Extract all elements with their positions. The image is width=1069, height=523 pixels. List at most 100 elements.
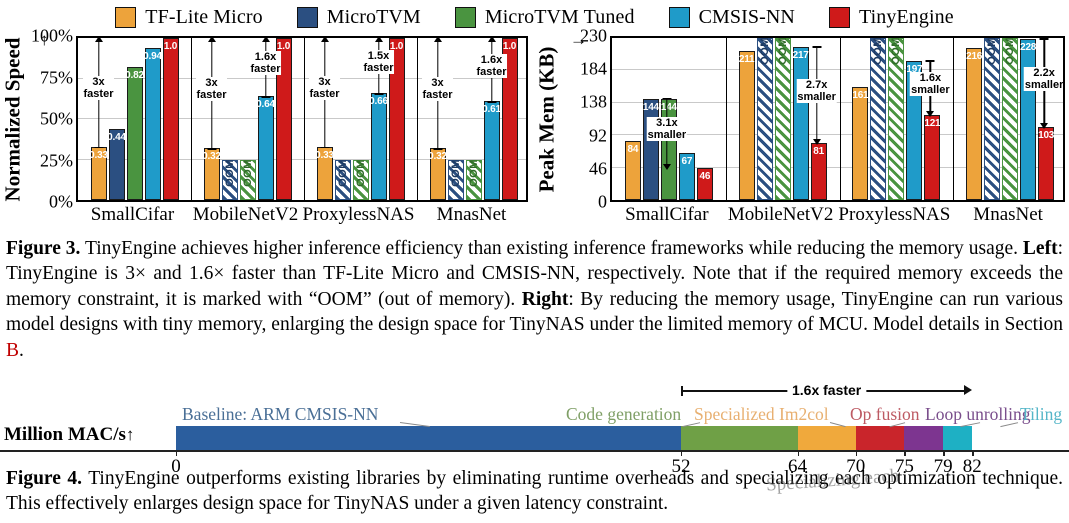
bar-group-proxylessnas: 0.33 OOM OOM 0.66 1.0	[304, 38, 417, 200]
gridline	[612, 134, 1063, 136]
bar-cmsis-nn[interactable]: 0.94	[143, 47, 162, 200]
bar-value-label: 1.0	[163, 41, 178, 52]
bar-tf-lite-micro[interactable]: 0.33	[315, 146, 334, 200]
annotation-endcap	[680, 386, 683, 396]
annotation-3x-faster: 3x faster	[285, 38, 365, 149]
annotation-line-1: 1.6x	[480, 53, 503, 66]
bar-tf-lite-micro[interactable]: 0.32	[428, 148, 447, 200]
bar-microtvm[interactable]: OOM	[756, 37, 773, 200]
bar-tinyengine[interactable]: 1.0	[275, 38, 292, 200]
peak-memory-chart: Peak Mem (KB) → 0 46 92 138 184 230 84 144 144 67 46…	[534, 26, 1069, 225]
gridline	[612, 166, 1063, 168]
annotation-arrowhead-icon	[964, 385, 973, 395]
x-tick-label-52: 52	[671, 456, 691, 477]
normalized-speed-y-tick-labels: 0% 25% 50% 75% 100%	[24, 26, 76, 212]
bar-tf-lite-micro[interactable]: 211	[738, 51, 755, 200]
y-tick-label: 184	[580, 58, 607, 79]
bar-value-label: 103	[1038, 130, 1055, 142]
bar-tinyengine[interactable]: 1.0	[501, 38, 518, 200]
bar-microtvm[interactable]: OOM	[221, 159, 238, 200]
y-tick-label: 0	[598, 191, 607, 212]
segment-specialized-im2col[interactable]	[797, 426, 856, 450]
annotation-text: 1.6x faster	[786, 382, 867, 398]
segment-op-fusion[interactable]	[855, 426, 905, 450]
bar-tf-lite-micro[interactable]: 216	[966, 47, 982, 200]
bar-microtvm[interactable]: OOM	[334, 159, 351, 200]
bar-cmsis-nn[interactable]: 0.64	[256, 96, 275, 200]
bar-tf-lite-micro[interactable]: 161	[852, 86, 869, 200]
bar-tf-lite-micro[interactable]: 84	[624, 140, 641, 200]
up-arrow-icon: ↑	[125, 425, 135, 444]
bar-cmsis-nn[interactable]: 67	[678, 152, 695, 200]
gridline	[612, 101, 1063, 103]
peak-memory-plot-area: 84 144 144 67 46 211 OOM OOM 217 81 161 OOM OOM 197 12…	[610, 36, 1065, 202]
bar-microtvm-tuned[interactable]: OOM	[774, 38, 791, 200]
normalized-speed-axis-title: Normalized Speed	[0, 30, 26, 208]
segment-loop-unrolling[interactable]	[904, 426, 944, 450]
section-reference-link[interactable]: B	[6, 339, 20, 361]
bar-value-label: OOM	[758, 37, 771, 65]
bar-tinyengine[interactable]: 1.0	[388, 38, 405, 200]
annotation-arrowhead-icon	[261, 38, 270, 42]
bar-microtvm[interactable]: OOM	[870, 38, 887, 200]
bar-tinyengine[interactable]: 103	[1038, 127, 1054, 200]
gridline	[78, 158, 526, 160]
bar-tinyengine[interactable]: 81	[810, 142, 827, 200]
bar-group-mnasnet: 0.32 OOM OOM 0.61 1.0	[417, 38, 526, 200]
chart-legend: TF-Lite Micro MicroTVM MicroTVM Tuned CMSIS…	[0, 2, 1069, 32]
legend-swatch-icon	[668, 6, 690, 28]
legend-label: MicroTVM	[326, 5, 421, 28]
annotation-endcap	[662, 97, 672, 100]
bar-microtvm-tuned[interactable]: OOM	[352, 159, 369, 200]
bar-value-label: OOM	[986, 37, 999, 65]
peak-memory-y-tick-labels: 0 46 92 138 184 230	[554, 26, 610, 212]
figure-3-text-a: TinyEngine achieves higher inference eff…	[80, 238, 1023, 259]
bar-cmsis-nn[interactable]: 0.61	[482, 101, 501, 200]
bar-microtvm[interactable]: 0.44	[107, 128, 126, 200]
annotation-line-1: 1.5x	[367, 49, 390, 62]
annotation-3x-faster: 3x faster	[398, 38, 478, 150]
bar-value-label: 1.0	[276, 41, 291, 52]
bar-tinyengine[interactable]: 1.0	[162, 38, 179, 200]
y-tick-label: 75%	[40, 67, 73, 87]
mac-throughput-track	[0, 426, 1069, 450]
annotation-text: 2.7x smaller	[796, 79, 837, 104]
annotation-1-5x-faster: 1.5x faster	[339, 38, 419, 95]
bar-value-label: 0.66	[369, 96, 388, 108]
bar-microtvm-tuned[interactable]: OOM	[1002, 38, 1019, 200]
bar-tf-lite-micro[interactable]: 0.32	[202, 148, 221, 200]
figure-3-bold-left: Left	[1022, 238, 1058, 259]
annotation-arrowhead-icon	[812, 138, 821, 145]
segment-tiling[interactable]	[943, 426, 973, 450]
bar-microtvm-tuned[interactable]: OOM	[239, 158, 256, 200]
gridline	[78, 77, 526, 79]
x-axis-tick	[904, 450, 906, 456]
bar-microtvm-tuned[interactable]: OOM	[465, 159, 482, 200]
bar-cmsis-nn[interactable]: 0.66	[369, 93, 388, 200]
gridline	[612, 69, 1063, 71]
annotation-1-6x-smaller: 1.6x smaller	[890, 59, 970, 117]
figure-4-text: TinyEngine outperforms existing librarie…	[6, 468, 1063, 515]
annotation-arrowhead-icon	[320, 38, 329, 42]
annotation-endcap	[487, 101, 496, 103]
bar-tinyengine[interactable]: 46	[696, 167, 713, 200]
annotation-line-2: faster	[476, 65, 507, 78]
segment-code-generation[interactable]	[680, 426, 798, 450]
group-separator	[725, 38, 727, 200]
annotation-endcap	[925, 60, 935, 62]
bar-microtvm[interactable]: OOM	[984, 37, 1001, 200]
bar-value-label: OOM	[449, 158, 462, 187]
bar-microtvm-tuned[interactable]: OOM	[888, 38, 905, 200]
annotation-line-2: smaller	[797, 91, 836, 104]
bar-microtvm-tuned[interactable]: 0.82	[125, 67, 144, 200]
bar-tf-lite-micro[interactable]: 0.33	[89, 146, 108, 200]
legend-swatch-icon	[828, 6, 850, 28]
legend-label: CMSIS-NN	[698, 5, 795, 28]
axis-title-text: Normalized Speed	[0, 37, 25, 201]
segment-baseline-arm-cmsis-nn[interactable]	[176, 426, 681, 450]
segment-label-code-generation: Code generation	[566, 404, 682, 424]
legend-label: TF-Lite Micro	[145, 5, 263, 28]
bar-microtvm[interactable]: OOM	[447, 158, 464, 200]
bar-tinyengine[interactable]: 121	[924, 114, 941, 200]
bar-value-label: OOM	[241, 158, 254, 187]
